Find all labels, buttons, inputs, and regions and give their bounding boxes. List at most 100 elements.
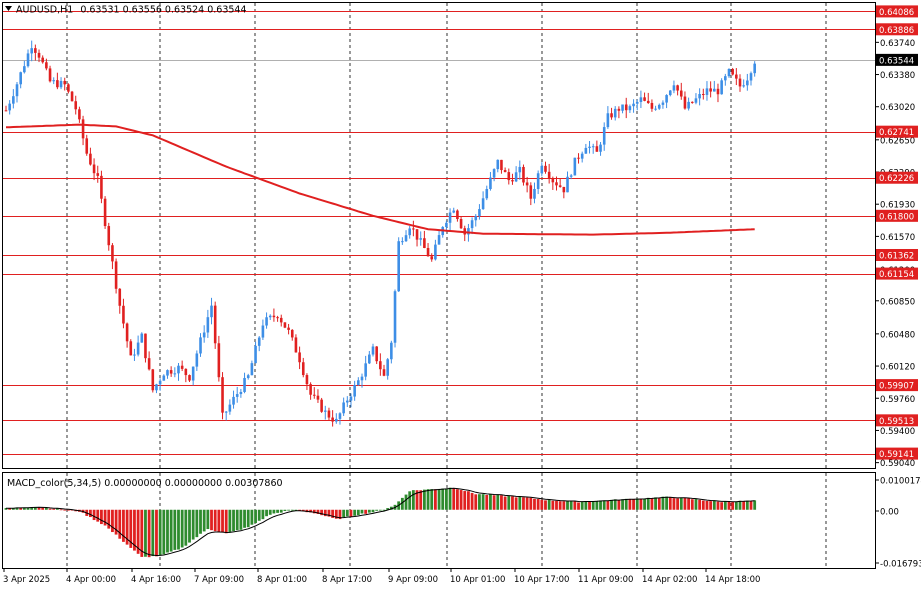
macd-bar [433, 489, 437, 510]
macd-bar [577, 502, 580, 510]
macd-bar [41, 507, 45, 510]
horizontal-levels[interactable] [3, 11, 875, 455]
macd-bar [206, 509, 210, 530]
candle-body [243, 377, 246, 392]
candle-body [738, 78, 742, 87]
candle-body [221, 377, 224, 413]
candle-body [320, 399, 323, 412]
candle-body [290, 329, 294, 338]
candle-body [742, 85, 745, 87]
candle-body [702, 94, 705, 96]
candle-body [679, 90, 683, 97]
candle-body [34, 48, 37, 53]
candle-body [349, 396, 353, 401]
level-price-tag[interactable] [876, 125, 918, 138]
macd-bar [459, 490, 463, 510]
candle-body [118, 288, 122, 306]
macd-bar [180, 509, 184, 548]
level-price-tag[interactable] [876, 414, 918, 427]
macd-bar [698, 499, 702, 510]
level-price-tag[interactable] [876, 23, 918, 36]
candle-body [147, 358, 151, 370]
price-axis[interactable]: 0.637400.633800.630200.626500.622900.619… [875, 5, 918, 469]
candle-body [74, 101, 78, 110]
macd-bar [188, 509, 191, 543]
macd-bar [745, 500, 749, 510]
candle-body [474, 216, 478, 221]
price-tick-label: 0.63380 [880, 71, 915, 81]
macd-bar [63, 509, 67, 511]
level-price-tag[interactable] [876, 209, 918, 222]
candle-body [15, 84, 19, 97]
macd-bar [151, 509, 155, 557]
moving-average-line [5, 123, 755, 236]
macd-bar [89, 509, 92, 518]
time-tick-label: 11 Apr 09:00 [578, 575, 633, 585]
candle-body [52, 80, 56, 82]
macd-bar [122, 509, 125, 542]
level-price-tag[interactable] [876, 379, 918, 392]
macd-bar [268, 509, 272, 515]
candle-body [720, 80, 723, 95]
level-price-tag[interactable] [876, 248, 918, 261]
macd-bar [309, 509, 313, 513]
macd-bar [166, 509, 169, 553]
macd-bar [415, 490, 419, 510]
macd-bar [650, 498, 654, 510]
macd-bar [448, 487, 452, 510]
macd-bar [485, 494, 489, 510]
chevron-down-icon[interactable] [5, 6, 12, 11]
candle-body [393, 291, 397, 343]
macd-bar [257, 509, 261, 521]
macd-bar [720, 502, 724, 510]
macd-bar [133, 509, 136, 551]
macd-bar [246, 509, 250, 528]
candle-body [459, 219, 463, 229]
time-axis[interactable]: 3 Apr 2025 4 Apr 00:00 4 Apr 16:00 7 Apr 09… [3, 568, 760, 585]
macd-bar [610, 499, 613, 510]
candle-body [202, 332, 206, 338]
macd-tick-label: 0.00 [880, 508, 899, 518]
candle-body [368, 354, 371, 364]
macd-bar [158, 509, 162, 556]
candle-body [525, 182, 529, 186]
candle-body [694, 98, 698, 103]
candle-body [716, 88, 720, 95]
macd-bar [19, 507, 23, 510]
candle-body [81, 119, 85, 139]
candle-body [588, 146, 591, 148]
macd-bar [15, 507, 19, 510]
candle-body [665, 95, 668, 103]
macd-bar [290, 509, 294, 511]
candle-body [401, 241, 404, 243]
macd-bar [705, 500, 709, 510]
macd-bar [389, 506, 393, 510]
candle-body [456, 210, 459, 220]
level-price-tag[interactable] [876, 171, 918, 184]
macd-header: MACD_color(5,34,5) 0.00000000 0.00000000… [7, 478, 283, 489]
macd-bar [694, 499, 698, 510]
macd-bar [445, 488, 448, 510]
macd-bar [690, 499, 694, 510]
level-price-tag[interactable] [876, 447, 918, 460]
level-price-label: 0.62226 [879, 174, 914, 184]
macd-bar [338, 509, 342, 520]
candle-body [279, 317, 283, 323]
level-price-tag[interactable] [876, 5, 918, 18]
candle-body [485, 189, 489, 199]
level-price-tag[interactable] [876, 267, 918, 280]
candle-body [646, 100, 650, 103]
macd-bar [371, 509, 375, 513]
candle-body [338, 413, 342, 419]
macd-bar [555, 500, 558, 510]
macd-bar [679, 497, 683, 510]
macd-bar [169, 509, 173, 552]
price-tick-label: 0.61570 [880, 233, 915, 243]
candle-body [467, 228, 470, 235]
macd-bar [364, 509, 368, 514]
candle-body [316, 395, 320, 400]
macd-bar [360, 509, 364, 514]
macd-bar [111, 509, 114, 533]
